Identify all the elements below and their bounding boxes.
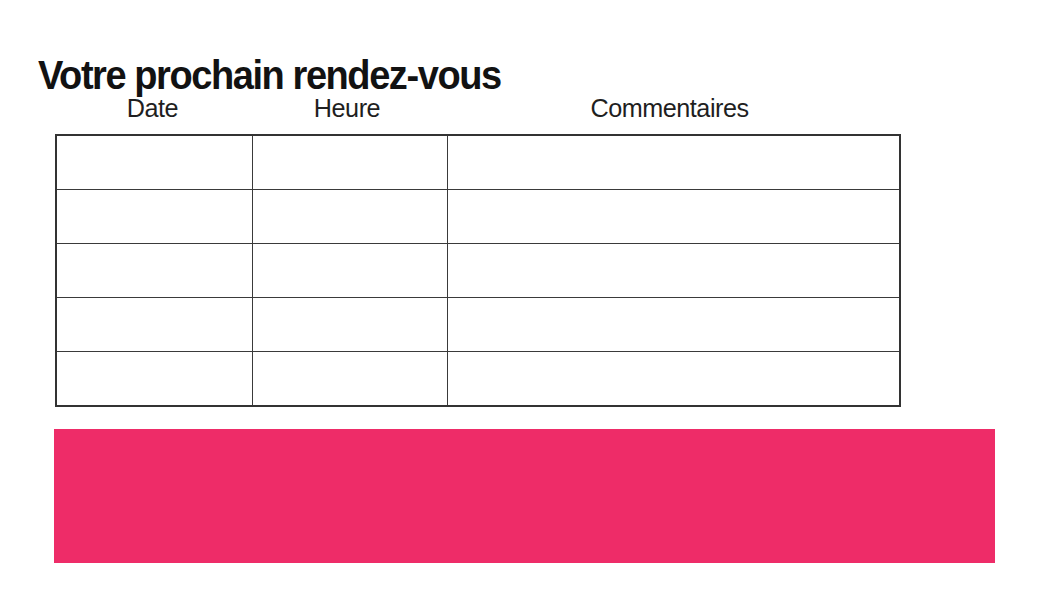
table-cell: [253, 190, 448, 244]
table-cell: [56, 244, 253, 298]
table-cell: [448, 298, 901, 352]
table-cell: [448, 244, 901, 298]
table-row: [56, 190, 900, 244]
highlight-banner: [54, 429, 995, 563]
appointments-table: [55, 134, 901, 407]
table-cell: [253, 352, 448, 407]
column-header-date: Date: [58, 93, 247, 124]
column-header-commentaires: Commentaires: [451, 93, 888, 124]
page: Votre prochain rendez-vous Date Heure Co…: [0, 0, 1050, 600]
table-cell: [253, 135, 448, 190]
table-cell: [56, 190, 253, 244]
table-row: [56, 298, 900, 352]
table-cell: [56, 298, 253, 352]
table-cell: [253, 298, 448, 352]
table-row: [56, 244, 900, 298]
table-row: [56, 135, 900, 190]
table-header-row: Date Heure Commentaires: [55, 93, 895, 124]
appointments-table-body: [56, 135, 900, 406]
table-cell: [56, 352, 253, 407]
table-cell: [448, 190, 901, 244]
table-row: [56, 352, 900, 407]
page-title: Votre prochain rendez-vous: [38, 53, 501, 98]
column-header-heure: Heure: [253, 93, 441, 124]
table-cell: [448, 135, 901, 190]
table-cell: [56, 135, 253, 190]
table-cell: [253, 244, 448, 298]
table-cell: [448, 352, 901, 407]
